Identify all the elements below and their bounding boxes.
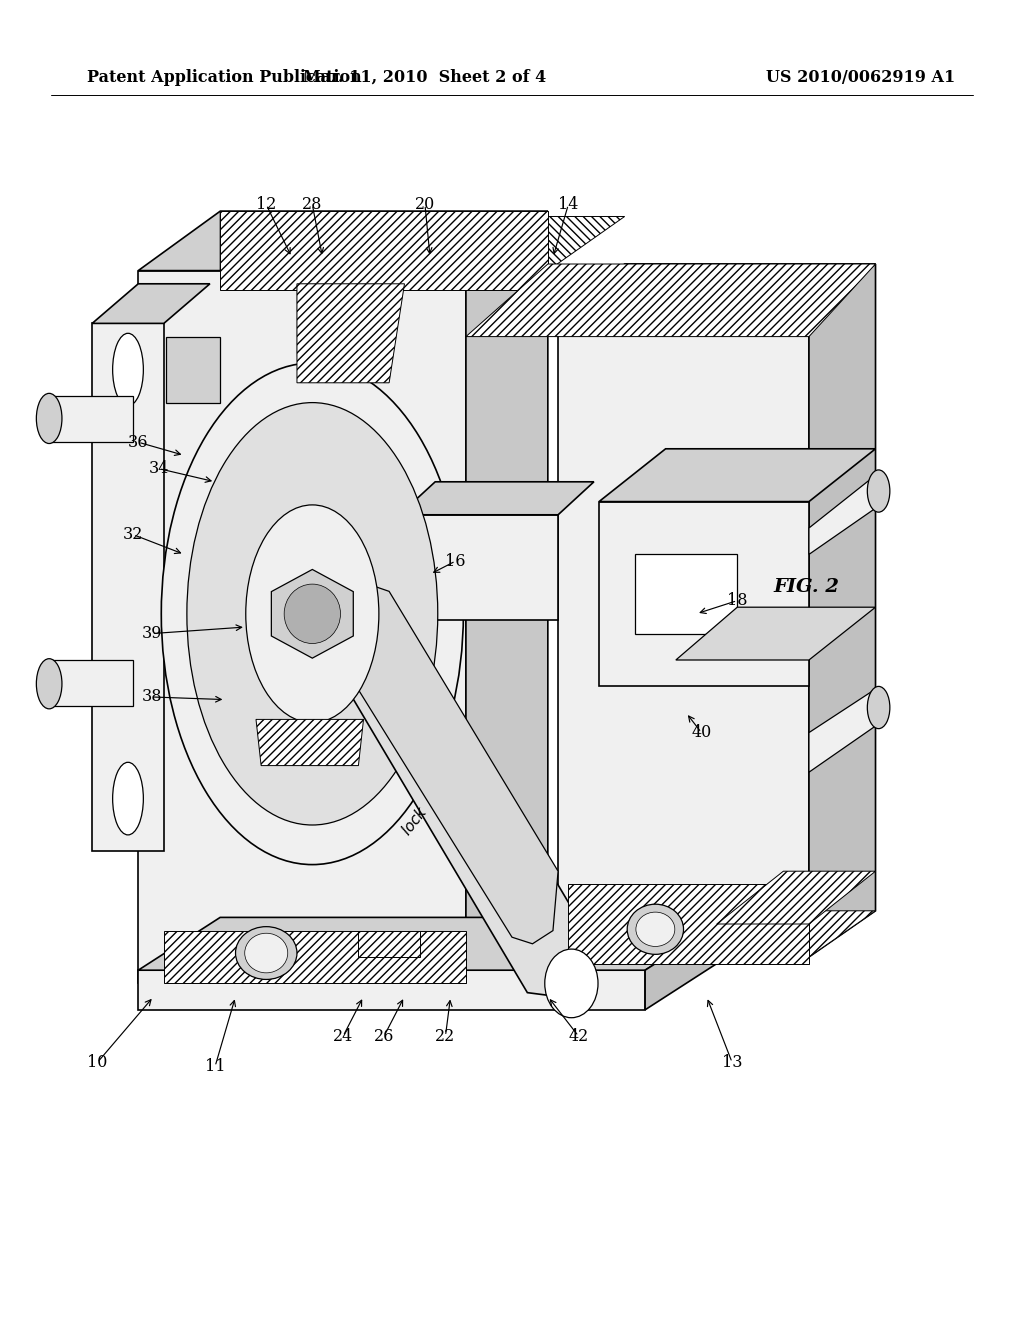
Text: 28: 28 (302, 197, 323, 213)
Polygon shape (568, 884, 809, 964)
Text: 18: 18 (727, 593, 748, 609)
Polygon shape (49, 396, 133, 442)
Text: 26: 26 (374, 1028, 394, 1044)
Polygon shape (302, 594, 584, 997)
Text: US 2010/0062919 A1: US 2010/0062919 A1 (766, 69, 954, 86)
Polygon shape (164, 931, 466, 983)
Polygon shape (753, 911, 876, 957)
Polygon shape (809, 475, 876, 554)
Polygon shape (466, 211, 548, 983)
Polygon shape (599, 502, 809, 686)
Text: Mar. 11, 2010  Sheet 2 of 4: Mar. 11, 2010 Sheet 2 of 4 (303, 69, 547, 86)
Polygon shape (568, 898, 809, 950)
Polygon shape (220, 211, 404, 271)
Text: 38: 38 (141, 689, 162, 705)
Polygon shape (328, 211, 548, 271)
Text: 13: 13 (722, 1055, 742, 1071)
Ellipse shape (867, 470, 890, 512)
Polygon shape (717, 871, 876, 924)
Polygon shape (271, 569, 353, 659)
Text: $\mathbf{\mathit{lock}}$: $\mathbf{\mathit{lock}}$ (398, 803, 431, 840)
Polygon shape (92, 284, 210, 323)
Polygon shape (315, 581, 558, 944)
Polygon shape (297, 284, 404, 383)
Text: Patent Application Publication: Patent Application Publication (87, 69, 361, 86)
Text: FIG. 2: FIG. 2 (773, 578, 839, 597)
Polygon shape (220, 211, 548, 290)
Polygon shape (645, 917, 727, 1010)
Polygon shape (138, 271, 466, 983)
Text: 36: 36 (128, 434, 148, 450)
Text: 12: 12 (256, 197, 276, 213)
Polygon shape (138, 917, 727, 970)
Ellipse shape (246, 504, 379, 722)
Ellipse shape (113, 763, 143, 836)
Polygon shape (166, 337, 220, 403)
Polygon shape (599, 449, 876, 502)
Polygon shape (49, 660, 133, 706)
Polygon shape (399, 482, 594, 515)
Ellipse shape (37, 659, 61, 709)
Ellipse shape (236, 927, 297, 979)
Ellipse shape (161, 363, 463, 865)
Ellipse shape (867, 686, 890, 729)
Polygon shape (676, 607, 876, 660)
Polygon shape (558, 264, 876, 317)
Polygon shape (138, 211, 548, 271)
Ellipse shape (545, 949, 598, 1018)
Ellipse shape (37, 393, 61, 444)
Text: 32: 32 (123, 527, 143, 543)
Polygon shape (297, 284, 389, 356)
Polygon shape (466, 264, 876, 337)
Ellipse shape (636, 912, 675, 946)
Text: 11: 11 (205, 1059, 225, 1074)
Ellipse shape (245, 933, 288, 973)
Polygon shape (809, 264, 876, 957)
Text: 34: 34 (148, 461, 169, 477)
Ellipse shape (186, 403, 438, 825)
Text: 40: 40 (691, 725, 712, 741)
Polygon shape (389, 216, 625, 271)
Text: 24: 24 (333, 1028, 353, 1044)
Text: 42: 42 (568, 1028, 589, 1044)
Polygon shape (399, 515, 558, 620)
Polygon shape (558, 317, 809, 957)
Ellipse shape (627, 904, 684, 954)
Polygon shape (92, 323, 164, 851)
Text: 20: 20 (415, 197, 435, 213)
Text: 16: 16 (445, 553, 466, 569)
Polygon shape (138, 970, 645, 1010)
Polygon shape (256, 719, 364, 766)
Text: 39: 39 (141, 626, 162, 642)
Polygon shape (625, 264, 876, 317)
Text: 22: 22 (435, 1028, 456, 1044)
Text: 14: 14 (558, 197, 579, 213)
Text: 10: 10 (87, 1055, 108, 1071)
Polygon shape (809, 689, 876, 772)
Ellipse shape (284, 583, 340, 644)
Polygon shape (358, 931, 420, 957)
Polygon shape (635, 554, 737, 634)
Ellipse shape (113, 334, 143, 407)
